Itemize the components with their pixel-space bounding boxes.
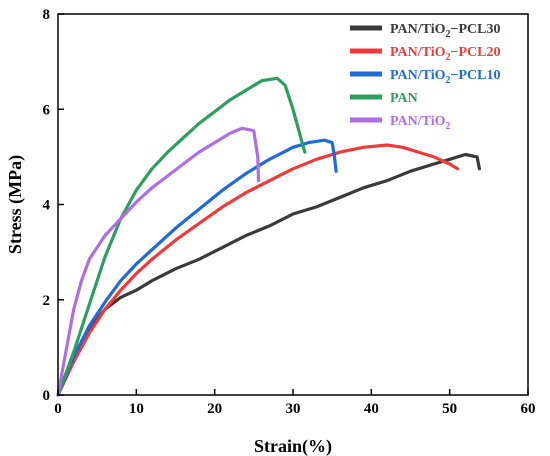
x-tick-label: 20 — [207, 401, 222, 417]
y-tick-label: 2 — [43, 293, 51, 309]
x-tick-label: 50 — [442, 401, 457, 417]
series-line-0 — [56, 152, 481, 397]
x-tick-label: 40 — [364, 401, 379, 417]
legend-label-main: PAN/TiO — [390, 68, 446, 83]
legend-label-subscript: 2 — [446, 52, 451, 63]
x-tick-label: 10 — [129, 401, 144, 417]
axis-ticks: 0 10 20 30 40 50 60 0 2 4 6 8 — [43, 7, 536, 417]
series-line-2 — [56, 138, 338, 397]
y-tick-label: 6 — [43, 102, 51, 118]
y-tick-label: 4 — [43, 198, 51, 214]
x-tick-label: 30 — [286, 401, 301, 417]
y-tick-label: 8 — [43, 7, 51, 23]
plot-marks — [56, 76, 481, 397]
legend-label: PAN/TiO2−PCL10 — [390, 68, 500, 86]
x-tick-label: 60 — [521, 401, 536, 417]
x-tick-label: 0 — [54, 401, 62, 417]
legend-label: PAN — [390, 91, 418, 106]
legend-label-main: PAN/TiO — [390, 45, 446, 60]
y-tick-label: 0 — [43, 388, 51, 404]
legend-label-tail: −PCL30 — [451, 22, 501, 37]
legend-label-main: PAN/TiO — [390, 114, 446, 129]
legend-label-tail: −PCL10 — [451, 68, 501, 83]
legend-label-subscript: 2 — [446, 121, 451, 132]
legend-label: PAN/TiO2−PCL20 — [390, 45, 500, 63]
legend-label-main: PAN — [390, 91, 418, 106]
series-line-4 — [56, 126, 261, 397]
legend-label-subscript: 2 — [446, 29, 451, 40]
legend-label: PAN/TiO2−PCL30 — [390, 22, 500, 40]
y-axis-title: Stress (MPa) — [5, 155, 26, 254]
legend: PAN/TiO2−PCL30PAN/TiO2−PCL20PAN/TiO2−PCL… — [350, 22, 500, 132]
legend-label: PAN/TiO2 — [390, 114, 451, 132]
legend-label-tail: −PCL20 — [451, 45, 501, 60]
series-line-3 — [56, 76, 307, 397]
legend-label-subscript: 2 — [446, 75, 451, 86]
x-axis-title: Strain(%) — [254, 436, 332, 456]
legend-label-main: PAN/TiO — [390, 22, 446, 37]
series-line-1 — [56, 143, 460, 397]
